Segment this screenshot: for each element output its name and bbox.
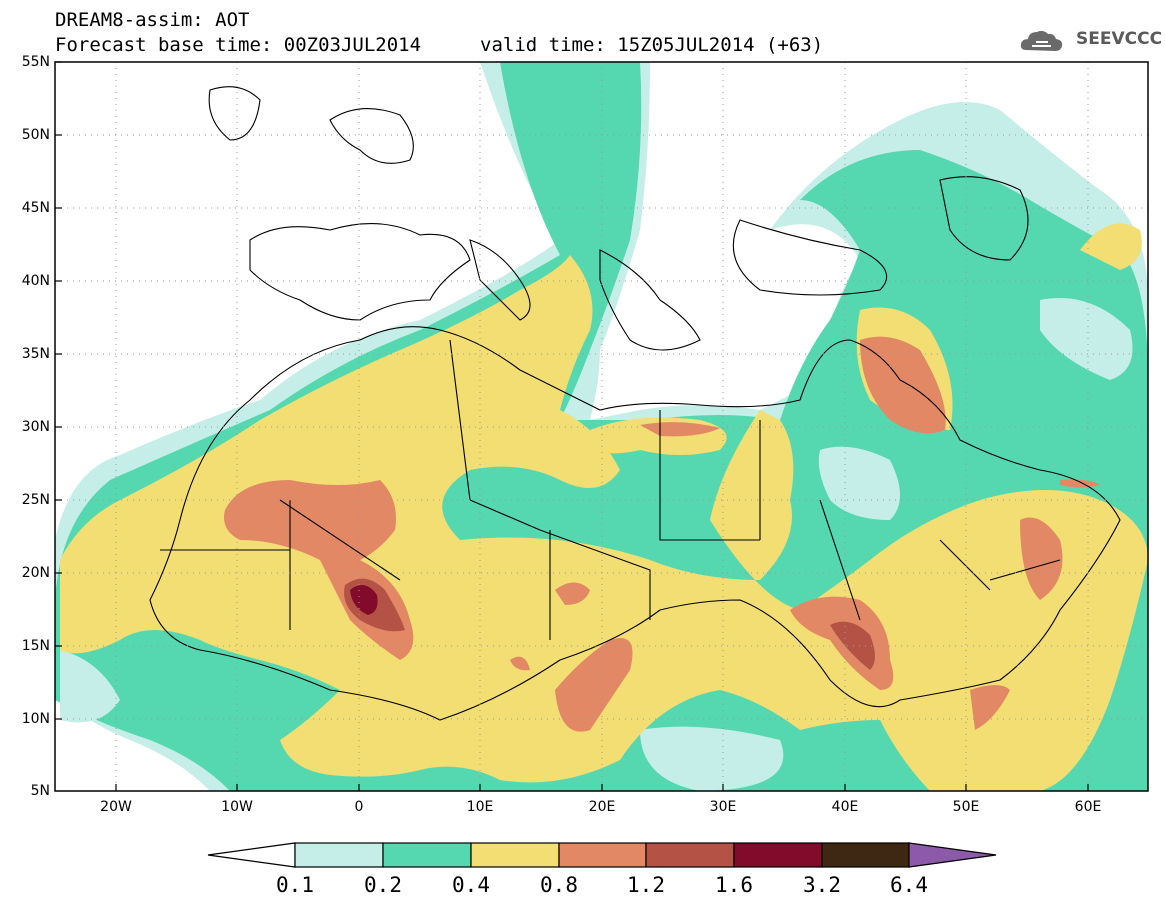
colorbar-label: 1.6 — [715, 873, 753, 897]
axis-ticks — [55, 61, 1089, 791]
colorbar-bin-6 — [733, 842, 823, 868]
lat-label: 35N — [21, 346, 50, 362]
lat-label: 10N — [21, 711, 50, 727]
colorbar-label: 0.8 — [540, 873, 578, 897]
colorbar-label: 6.4 — [890, 873, 928, 897]
colorbar-bin-3 — [470, 842, 560, 868]
colorbar-low-arrow — [207, 842, 296, 868]
forecast-base-time: Forecast base time: 00Z03JUL2014 — [55, 34, 422, 56]
lon-label: 20E — [588, 799, 616, 815]
map-title: DREAM8-assim: AOT — [55, 9, 250, 31]
colorbar — [207, 842, 997, 868]
gridlines — [55, 62, 1148, 791]
lon-label: 50E — [952, 799, 980, 815]
lon-label: 40E — [831, 799, 859, 815]
colorbar-label: 0.1 — [276, 873, 314, 897]
logo-text: SEEVCCC — [1076, 29, 1163, 49]
valid-time: valid time: 15Z05JUL2014 (+63) — [480, 34, 824, 56]
colorbar-label: 1.2 — [627, 873, 665, 897]
lon-label: 10E — [466, 799, 494, 815]
colorbar-label: 0.2 — [364, 873, 402, 897]
lat-label: 30N — [21, 419, 50, 435]
colorbar-bin-7 — [821, 842, 910, 868]
lon-label: 60E — [1074, 799, 1102, 815]
colorbar-bin-1 — [294, 842, 384, 868]
lat-label: 45N — [21, 200, 50, 216]
lat-label: 25N — [21, 492, 50, 508]
lon-label: 30E — [709, 799, 737, 815]
lat-label: 50N — [21, 127, 50, 143]
colorbar-label: 0.4 — [452, 873, 490, 897]
lat-label: 20N — [21, 565, 50, 581]
lat-label: 15N — [21, 638, 50, 654]
lat-label: 5N — [30, 783, 50, 799]
cloud-icon — [1020, 30, 1063, 51]
colorbar-bin-4 — [558, 842, 647, 868]
lon-label: 20W — [100, 799, 132, 815]
colorbar-bin-2 — [382, 842, 472, 868]
colorbar-bin-5 — [645, 842, 735, 868]
lon-label: 10W — [221, 799, 253, 815]
colorbar-label: 3.2 — [803, 873, 841, 897]
lat-label: 55N — [21, 54, 50, 70]
coastlines — [149, 86, 1121, 721]
lat-label: 40N — [21, 273, 50, 289]
colorbar-high-arrow — [908, 842, 997, 868]
lon-label: 0 — [354, 799, 364, 815]
